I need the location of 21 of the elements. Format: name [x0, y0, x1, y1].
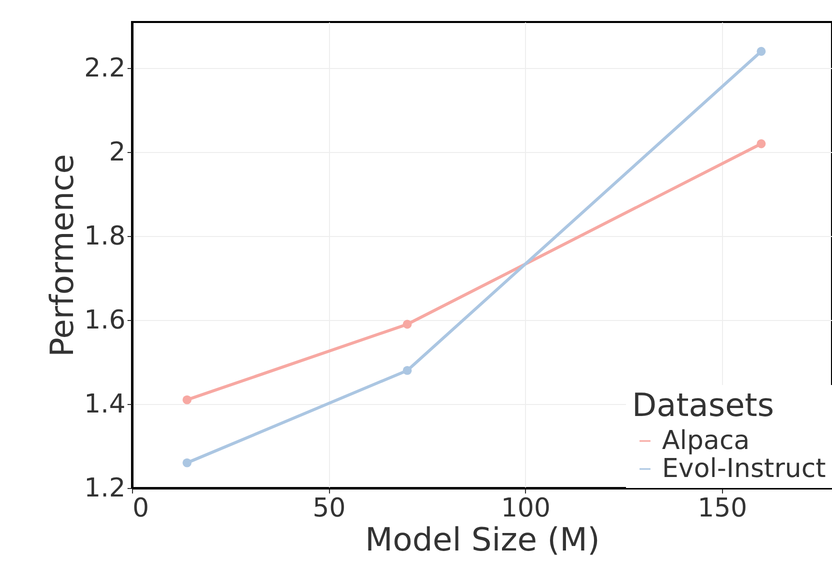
y-axis-title: Performence: [43, 154, 82, 357]
y-tick-label: 2.2: [84, 54, 126, 84]
point: [756, 139, 766, 148]
point: [756, 46, 766, 56]
x-tick-label: 150: [698, 494, 748, 524]
legend-label: Alpaca: [662, 426, 750, 456]
point: [182, 458, 192, 468]
x-axis-title: Model Size (M): [365, 520, 600, 558]
point: [402, 320, 412, 329]
legend-title: Datasets: [632, 386, 774, 424]
point: [182, 395, 192, 404]
y-tick-label: 1.4: [84, 390, 126, 420]
x-tick-label: 100: [500, 494, 551, 524]
point: [402, 366, 412, 375]
legend-label: Evol-Instruct: [662, 454, 826, 484]
y-tick-label: 1.8: [84, 222, 126, 252]
y-tick-label: 2: [108, 138, 126, 168]
x-tick-label: 0: [132, 494, 150, 524]
y-tick-label: 1.6: [84, 306, 126, 336]
x-tick-label: 50: [312, 494, 346, 524]
y-tick-label: 1.2: [84, 474, 126, 504]
